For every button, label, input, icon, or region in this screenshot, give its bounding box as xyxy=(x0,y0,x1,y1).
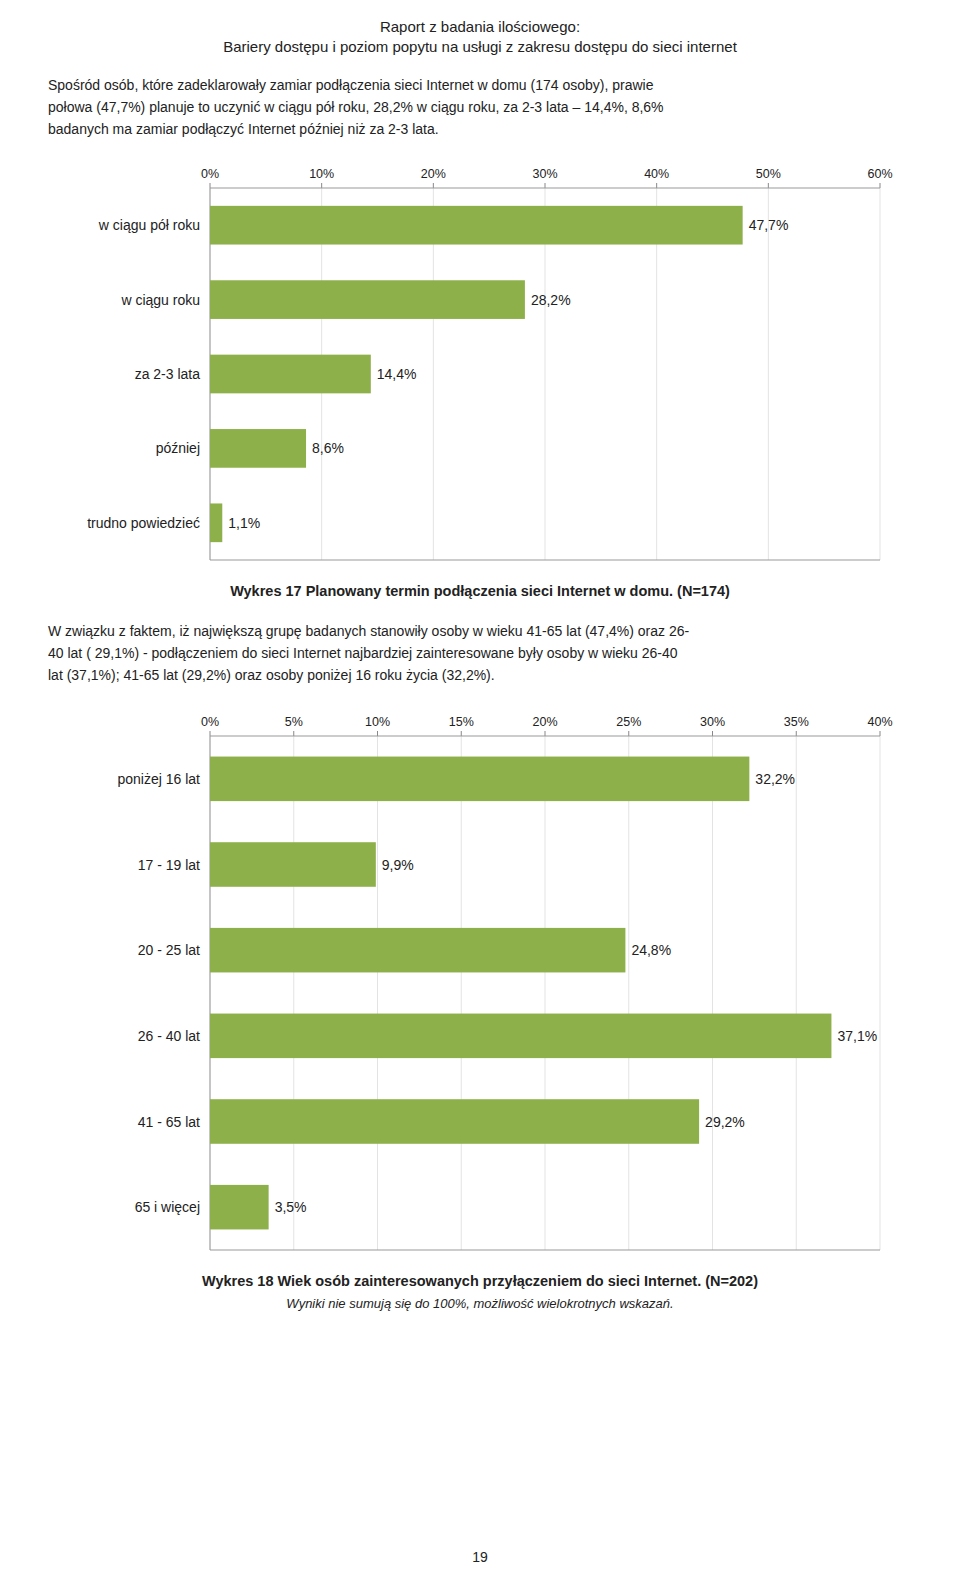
page-title: Raport z badania ilościowego: xyxy=(380,18,580,35)
grid-line xyxy=(461,736,462,1250)
paragraph-line: Spośród osób, które zadeklarowały zamiar… xyxy=(48,77,654,93)
background xyxy=(0,0,960,1592)
category-label: 41 - 65 lat xyxy=(138,1114,200,1130)
page-number: 19 xyxy=(472,1549,488,1565)
bar xyxy=(210,355,371,394)
category-label: 26 - 40 lat xyxy=(138,1028,200,1044)
page: Raport z badania ilościowego: Bariery dos… xyxy=(0,0,960,1592)
category-label: w ciągu roku xyxy=(120,292,200,308)
category-label: 17 - 19 lat xyxy=(138,857,200,873)
tick-label: 30% xyxy=(532,167,557,181)
page-subtitle: Bariery dostępu i poziom popytu na usług… xyxy=(223,38,737,55)
paragraph-line: połowa (47,7%) planuje to uczynić w ciąg… xyxy=(48,99,664,115)
data-label: 32,2% xyxy=(755,771,795,787)
tick-label: 5% xyxy=(285,715,303,729)
data-label: 37,1% xyxy=(837,1028,877,1044)
axis-line xyxy=(210,736,880,737)
tick-label: 0% xyxy=(201,715,219,729)
tick-mark xyxy=(880,183,881,188)
bar xyxy=(210,503,222,542)
bar xyxy=(210,1185,269,1230)
bar xyxy=(210,928,625,973)
tick-mark xyxy=(210,731,211,736)
grid-line xyxy=(880,188,881,560)
category-label: w ciągu pół roku xyxy=(98,217,200,233)
category-label: za 2-3 lata xyxy=(135,366,201,382)
paragraph-line: lat (37,1%); 41-65 lat (29,2%) oraz osob… xyxy=(48,667,495,683)
tick-mark xyxy=(796,731,797,736)
tick-mark xyxy=(293,731,294,736)
grid-line xyxy=(545,736,546,1250)
data-label: 29,2% xyxy=(705,1114,745,1130)
grid-line xyxy=(768,188,769,560)
tick-mark xyxy=(712,731,713,736)
bar xyxy=(210,1099,699,1144)
category-label: później xyxy=(156,440,200,456)
grid-line xyxy=(796,736,797,1250)
tick-mark xyxy=(545,731,546,736)
axis-line xyxy=(210,736,211,1250)
grid-line xyxy=(628,736,629,1250)
tick-label: 40% xyxy=(644,167,669,181)
grid-line xyxy=(293,736,294,1250)
tick-label: 60% xyxy=(867,167,892,181)
tick-label: 20% xyxy=(532,715,557,729)
data-label: 8,6% xyxy=(312,440,344,456)
axis-line xyxy=(210,188,880,189)
tick-mark xyxy=(461,731,462,736)
tick-mark xyxy=(880,731,881,736)
bar xyxy=(210,757,749,802)
grid-line xyxy=(377,736,378,1250)
bar xyxy=(210,842,376,887)
bar-chart: 0% 5% 10% 15% 20% 25% 30% 35% 40% poniżej 16 lat 1… xyxy=(117,715,892,1250)
chart-note: Wyniki nie sumują się do 100%, możliwość… xyxy=(286,1296,673,1311)
axis-line xyxy=(210,1250,880,1251)
tick-label: 35% xyxy=(784,715,809,729)
paragraph-line: badanych ma zamiar podłączyć Internet pó… xyxy=(48,121,439,137)
tick-mark xyxy=(210,183,211,188)
category-label: 65 i więcej xyxy=(135,1199,200,1215)
bar-chart: 0% 10% 20% 30% 40% 50% 60% w ciągu pół roku w ci… xyxy=(87,167,892,560)
tick-label: 0% xyxy=(201,167,219,181)
bars xyxy=(210,757,831,1230)
chart-caption: Wykres 18 Wiek osób zainteresowanych prz… xyxy=(202,1273,758,1289)
category-label: trudno powiedzieć xyxy=(87,515,200,531)
tick-label: 50% xyxy=(756,167,781,181)
grid-line xyxy=(210,736,211,1250)
tick-label: 15% xyxy=(449,715,474,729)
category-label: poniżej 16 lat xyxy=(117,771,200,787)
tick-label: 30% xyxy=(700,715,725,729)
grid-line xyxy=(880,736,881,1250)
bar xyxy=(210,1014,831,1059)
paragraph-line: W związku z faktem, iż największą grupę … xyxy=(48,623,690,639)
paragraph-line: 40 lat ( 29,1%) - podłączeniem do sieci … xyxy=(48,645,678,661)
bars xyxy=(210,206,743,542)
data-label: 3,5% xyxy=(275,1199,307,1215)
category-label: 20 - 25 lat xyxy=(138,942,200,958)
tick-label: 10% xyxy=(309,167,334,181)
data-label: 9,9% xyxy=(382,857,414,873)
tick-mark xyxy=(768,183,769,188)
tick-label: 25% xyxy=(616,715,641,729)
tick-mark xyxy=(377,731,378,736)
grid-line xyxy=(712,736,713,1250)
tick-mark xyxy=(545,183,546,188)
tick-mark xyxy=(656,183,657,188)
bar xyxy=(210,280,525,319)
data-label: 28,2% xyxy=(531,292,571,308)
data-label: 47,7% xyxy=(749,217,789,233)
data-label: 14,4% xyxy=(377,366,417,382)
tick-label: 40% xyxy=(867,715,892,729)
tick-label: 10% xyxy=(365,715,390,729)
axis-line xyxy=(210,560,880,561)
bar xyxy=(210,206,743,245)
data-label: 24,8% xyxy=(631,942,671,958)
tick-mark xyxy=(628,731,629,736)
tick-label: 20% xyxy=(421,167,446,181)
chart-caption: Wykres 17 Planowany termin podłączenia s… xyxy=(230,583,730,599)
tick-mark xyxy=(321,183,322,188)
data-label: 1,1% xyxy=(228,515,260,531)
bar xyxy=(210,429,306,468)
tick-mark xyxy=(433,183,434,188)
